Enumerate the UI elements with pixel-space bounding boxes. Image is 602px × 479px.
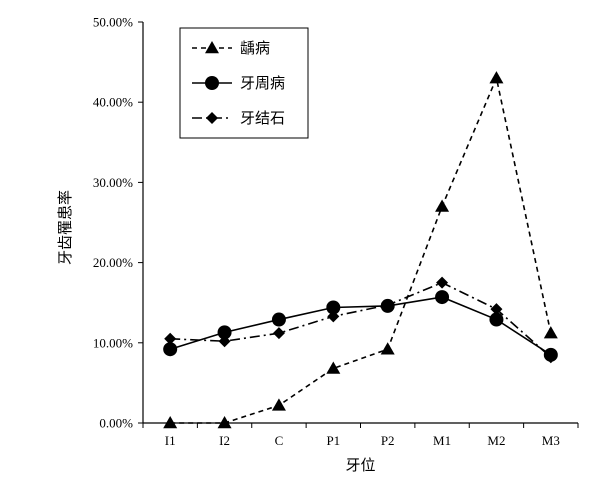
y-tick-label: 10.00% <box>93 335 133 350</box>
x-axis-title: 牙位 <box>345 456 375 474</box>
legend-item: 牙周病 <box>192 74 285 92</box>
y-axis-ticks: 0.00% 10.00% 20.00% 30.00% 40.00% 50.00% <box>93 15 143 431</box>
x-axis-ticks: I1 I2 C P1 P2 M1 M2 M3 <box>142 423 579 448</box>
x-tick-label: M2 <box>487 433 505 448</box>
data-point <box>218 335 231 348</box>
data-point <box>217 416 232 429</box>
data-point <box>490 303 503 316</box>
data-point <box>271 312 286 327</box>
legend-label: 龋病 <box>240 39 270 57</box>
data-point <box>380 342 395 355</box>
data-point <box>489 71 504 84</box>
data-point <box>163 342 178 357</box>
x-tick-label: M3 <box>542 433 560 448</box>
data-point <box>271 398 286 411</box>
y-tick-label: 20.00% <box>93 255 133 270</box>
data-point <box>326 361 341 374</box>
data-point <box>489 312 504 327</box>
series-line <box>170 281 552 358</box>
data-point <box>272 327 285 340</box>
legend-marker <box>205 76 219 90</box>
data-point <box>164 332 177 345</box>
series-3 <box>164 276 557 364</box>
legend-label: 牙周病 <box>240 74 285 92</box>
legend-label: 牙结石 <box>240 109 285 127</box>
data-point <box>435 199 450 212</box>
series-layer <box>163 71 558 429</box>
data-point <box>435 290 450 305</box>
y-tick-label: 30.00% <box>93 175 133 190</box>
x-tick-label: I2 <box>219 433 230 448</box>
series-1 <box>163 71 558 429</box>
legend-marker <box>206 112 218 124</box>
y-axis-title: 牙齿罹患率 <box>56 190 74 265</box>
data-point <box>436 276 449 289</box>
x-tick-label: M1 <box>433 433 451 448</box>
data-point <box>217 325 232 340</box>
data-point <box>327 310 340 323</box>
y-tick-label: 40.00% <box>93 95 133 110</box>
data-point <box>381 299 394 312</box>
series-2 <box>163 290 558 362</box>
x-tick-label: C <box>275 433 284 448</box>
y-tick-label: 0.00% <box>99 416 133 431</box>
data-point <box>163 416 178 429</box>
data-point <box>326 300 341 315</box>
y-tick-label: 50.00% <box>93 15 133 30</box>
data-point <box>544 351 557 364</box>
series-line <box>170 75 552 424</box>
x-tick-label: P2 <box>381 433 395 448</box>
data-point <box>543 326 558 339</box>
legend-marker <box>205 41 219 54</box>
x-tick-label: I1 <box>165 433 176 448</box>
legend-item: 牙结石 <box>192 109 285 127</box>
series-line <box>169 296 552 356</box>
legend-item: 龋病 <box>192 39 270 57</box>
x-tick-label: P1 <box>326 433 340 448</box>
